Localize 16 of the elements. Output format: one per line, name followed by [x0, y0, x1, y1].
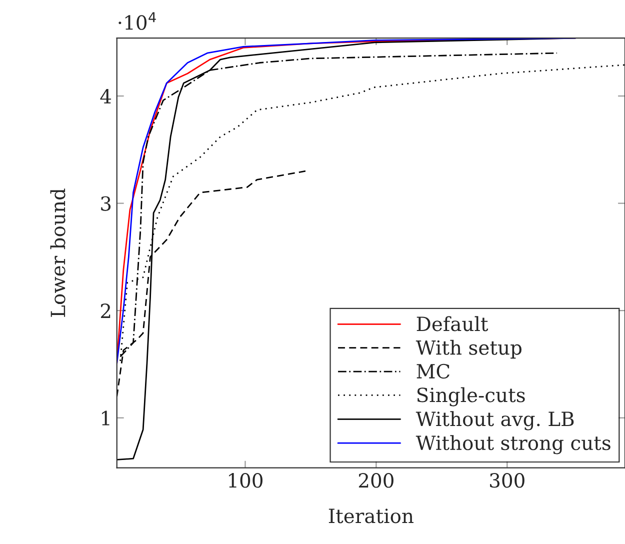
- y-tick-label: 3: [101, 196, 111, 211]
- legend-label: MC: [416, 364, 450, 379]
- y-axis-title: Lower bound: [50, 188, 66, 317]
- legend-label: Without avg. LB: [416, 411, 574, 430]
- x-tick-label: 200: [358, 473, 394, 488]
- legend-label: Default: [416, 316, 488, 332]
- legend-label: With setup: [416, 340, 522, 359]
- x-tick-label: 100: [229, 473, 262, 488]
- y-tick-label: 4: [100, 88, 112, 104]
- x-axis-title: Iteration: [328, 508, 414, 524]
- x-tick-label: 300: [490, 473, 524, 488]
- y-tick-label: 2: [100, 304, 110, 318]
- legend-label: Without strong cuts: [416, 435, 610, 454]
- text: ·10$^{4}$: [118, 12, 156, 30]
- y-tick-label: 1: [102, 410, 110, 426]
- legend-label: Single-cuts: [417, 387, 525, 406]
